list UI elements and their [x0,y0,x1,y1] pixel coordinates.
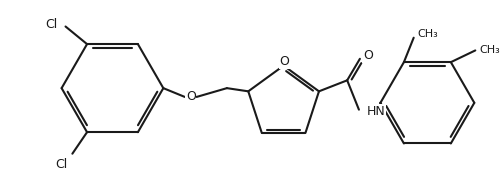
Text: O: O [363,49,373,62]
Text: HN: HN [367,105,385,118]
Text: Cl: Cl [46,18,58,31]
Text: CH₃: CH₃ [479,45,500,55]
Text: O: O [186,91,196,103]
Text: CH₃: CH₃ [418,29,438,39]
Text: Cl: Cl [55,158,68,171]
Text: O: O [280,55,290,68]
